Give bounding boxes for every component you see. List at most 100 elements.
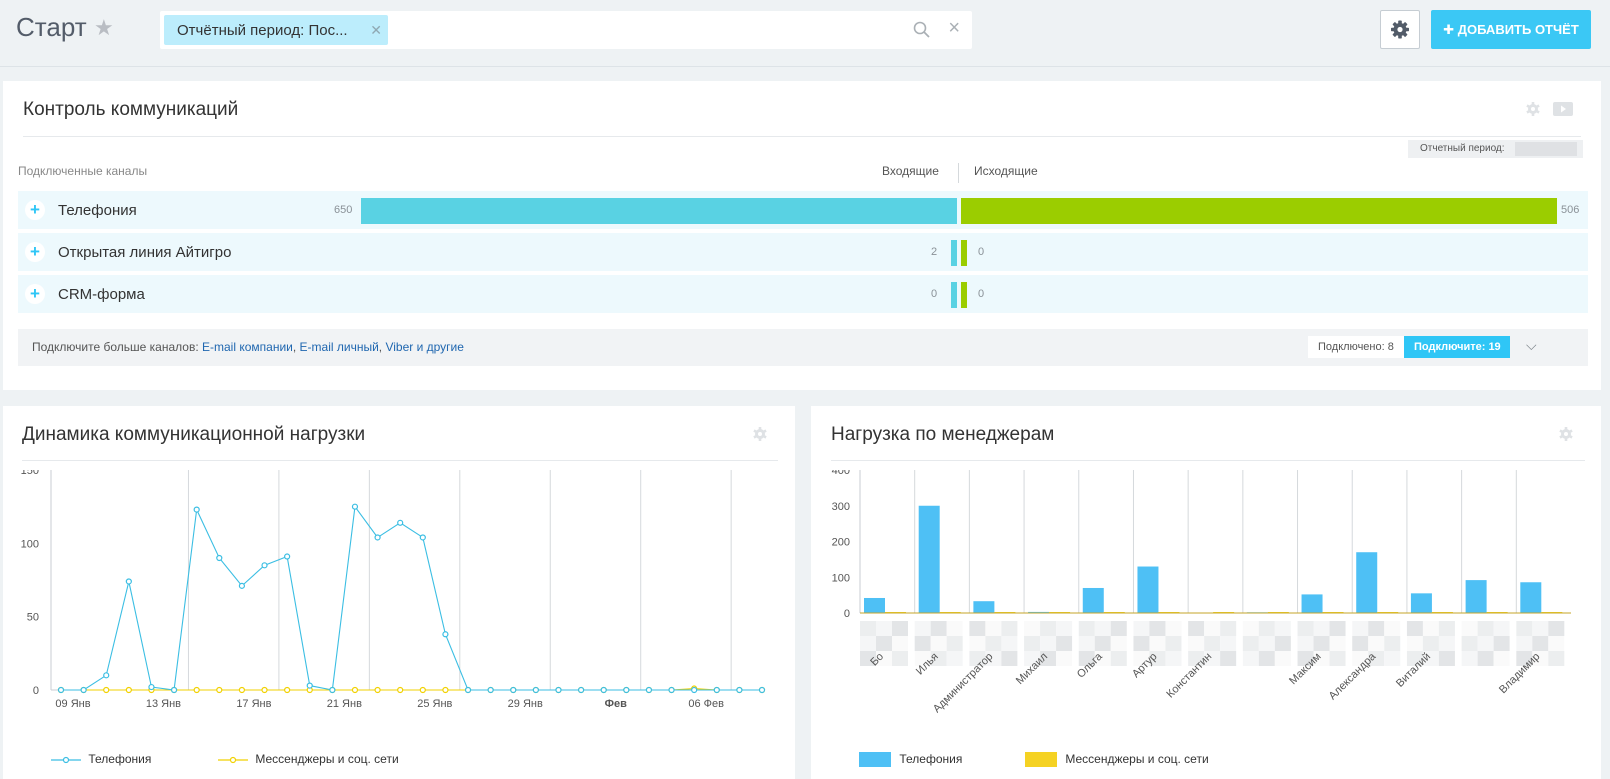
x-tick-label: 09 Янв <box>55 698 90 710</box>
redaction-cell <box>914 621 931 636</box>
redaction-cell <box>1438 636 1455 651</box>
panel-settings-icon[interactable] <box>752 426 768 442</box>
data-point <box>80 686 87 694</box>
video-help-icon[interactable] <box>1553 101 1573 117</box>
panel-settings-icon[interactable] <box>1525 101 1541 117</box>
settings-button[interactable] <box>1380 10 1420 49</box>
search-icon[interactable] <box>912 20 932 40</box>
y-tick-label: 200 <box>832 537 850 549</box>
redaction-cell <box>1078 636 1095 651</box>
incoming-count: 650 <box>334 204 353 216</box>
redacted-label-block <box>914 621 963 666</box>
data-point <box>103 672 110 679</box>
legend-messengers[interactable]: Мессенджеры и соц. сети <box>218 752 399 766</box>
data-point <box>284 686 291 694</box>
clear-filter-icon[interactable]: × <box>948 17 960 39</box>
redaction-cell <box>1220 636 1237 651</box>
redaction-cell <box>1384 651 1401 666</box>
data-point <box>125 686 132 694</box>
legend-telephony[interactable]: Телефония <box>51 752 151 766</box>
redaction-cell <box>1384 621 1401 636</box>
y-tick-label: 100 <box>21 538 39 550</box>
redaction-cell <box>1352 621 1369 636</box>
redaction-cell <box>1188 636 1205 651</box>
viber-link[interactable]: Viber и другие <box>385 340 464 354</box>
redaction-cell <box>1422 621 1439 636</box>
redaction-cell <box>1516 636 1533 651</box>
channel-name: Телефония <box>58 202 137 219</box>
redaction-cell <box>1078 621 1095 636</box>
channel-row-openline[interactable]: + Открытая линия Айтигро <box>18 233 1588 271</box>
chip-remove-icon[interactable]: ✕ <box>370 22 382 38</box>
outgoing-count: 506 <box>1561 204 1580 216</box>
redaction-cell <box>1352 636 1369 651</box>
outgoing-column-label: Исходящие <box>974 164 1038 178</box>
data-point <box>170 686 178 694</box>
redaction-cell <box>1040 651 1057 666</box>
data-point <box>374 686 381 694</box>
y-tick-label: 50 <box>27 612 39 624</box>
redaction-cell <box>1242 636 1259 651</box>
gear-icon <box>1391 20 1409 39</box>
panel-divider <box>831 460 1585 461</box>
favorite-star-icon[interactable]: ★ <box>94 15 114 40</box>
redaction-cell <box>1242 621 1259 636</box>
data-point <box>577 686 585 694</box>
expand-plus-icon[interactable]: + <box>25 200 45 220</box>
redaction-cell <box>1024 621 1041 636</box>
redaction-cell <box>1024 651 1041 666</box>
x-tick-label: 25 Янв <box>417 698 452 710</box>
redaction-cell <box>1274 621 1291 636</box>
connect-button[interactable]: Подключите: 19 <box>1404 336 1510 358</box>
redaction-cell <box>1352 651 1369 666</box>
redaction-cell <box>1094 636 1111 651</box>
redaction-cell <box>946 636 963 651</box>
legend-swatch <box>1025 752 1057 768</box>
chevron-down-icon[interactable]: ⌵ <box>1526 337 1537 353</box>
column-separator <box>958 163 959 183</box>
redaction-cell <box>1149 636 1166 651</box>
channel-row-crmform[interactable]: + CRM-форма <box>18 275 1588 313</box>
expand-plus-icon[interactable]: + <box>25 242 45 262</box>
email-personal-link[interactable]: E-mail личный <box>299 340 379 354</box>
redaction-cell <box>1548 621 1565 636</box>
redaction-cell <box>1165 621 1182 636</box>
redaction-cell <box>1001 621 1018 636</box>
y-tick-label: 300 <box>832 501 850 513</box>
bar <box>1356 552 1378 613</box>
data-point <box>623 686 630 694</box>
panel-settings-icon[interactable] <box>1558 426 1574 442</box>
redaction-cell <box>1368 621 1385 636</box>
data-point <box>125 578 132 585</box>
redaction-cell <box>1329 621 1346 636</box>
redaction-cell <box>1368 651 1385 666</box>
redaction-cell <box>1329 636 1346 651</box>
bar <box>1082 587 1104 613</box>
add-report-button[interactable]: ✚ ДОБАВИТЬ ОТЧЁТ <box>1431 10 1591 49</box>
expand-plus-icon[interactable]: + <box>25 284 45 304</box>
redaction-cell <box>1001 651 1018 666</box>
bar <box>918 505 940 613</box>
redaction-cell <box>876 651 892 666</box>
legend-label: Мессенджеры и соц. сети <box>1065 752 1209 766</box>
data-point <box>464 686 472 694</box>
filter-search-box[interactable]: Отчётный период: Пос... ✕ × <box>160 11 972 49</box>
incoming-count: 2 <box>931 246 938 258</box>
redaction-cell <box>969 636 986 651</box>
data-point <box>329 686 336 694</box>
redaction-cell <box>1461 651 1478 666</box>
legend-telephony[interactable]: Телефония <box>859 752 962 768</box>
data-point <box>758 686 766 694</box>
series-line <box>61 505 762 691</box>
filter-chip[interactable]: Отчётный период: Пос... ✕ <box>164 15 388 45</box>
redaction-cell <box>1548 651 1565 666</box>
redaction-cell <box>914 636 931 651</box>
redaction-cell <box>892 651 908 666</box>
legend-messengers[interactable]: Мессенджеры и соц. сети <box>1025 752 1209 768</box>
redaction-cell <box>1516 621 1533 636</box>
data-point <box>216 686 223 694</box>
dynamics-panel: Динамика коммуникационной нагрузки <box>3 406 795 779</box>
email-company-link[interactable]: E-mail компании <box>202 340 293 354</box>
more-channels-prefix: Подключите больше каналов: <box>32 340 202 354</box>
data-point <box>668 686 675 694</box>
